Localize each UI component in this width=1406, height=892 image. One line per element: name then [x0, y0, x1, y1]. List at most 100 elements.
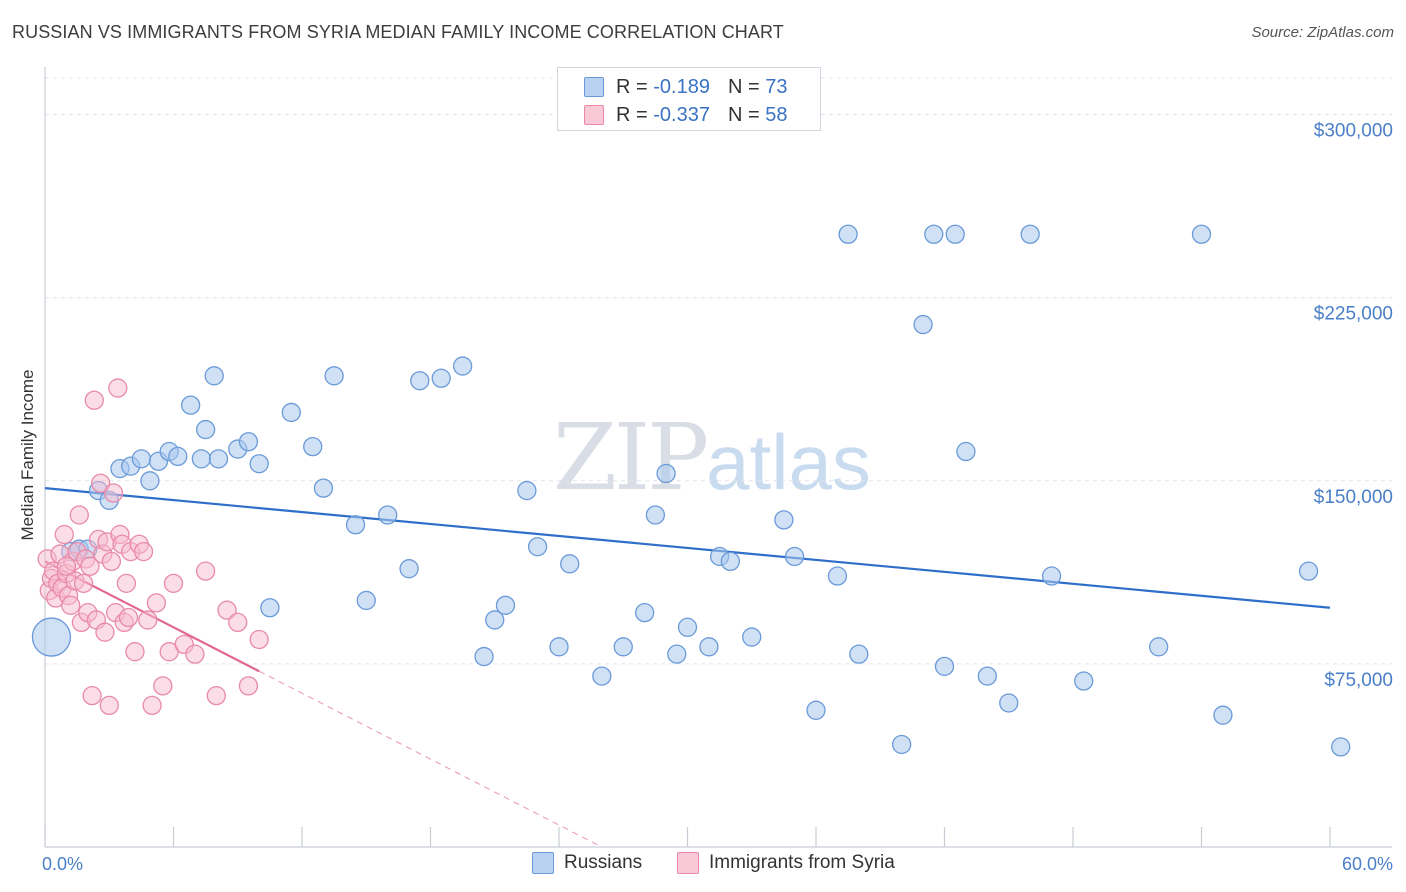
russians-point	[806, 700, 826, 720]
syria-point	[61, 595, 81, 615]
russians-point	[313, 478, 334, 498]
syria-point	[138, 610, 158, 630]
russians-point	[613, 637, 633, 657]
syria-point	[125, 642, 145, 662]
russians-point	[191, 449, 211, 469]
legend-row-syria: R = -0.337 N = 58	[558, 100, 787, 130]
legend-swatch-syria	[584, 105, 604, 125]
russians-point	[1020, 224, 1040, 244]
legend-n-value: 73	[765, 75, 788, 98]
russians-point	[720, 551, 740, 572]
russians-point	[892, 734, 912, 755]
y-tick-label: $75,000	[1324, 670, 1393, 691]
russians-point	[913, 314, 933, 335]
syria-point	[91, 473, 111, 493]
russians-trend-line	[44, 487, 1331, 609]
legend-n-value: 58	[765, 103, 788, 126]
russians-point	[208, 449, 229, 469]
legend-swatch-russians	[584, 77, 604, 97]
russians-point	[1041, 566, 1062, 586]
legend-r-value: -0.189	[653, 75, 710, 98]
russians-point	[742, 627, 762, 647]
syria-point	[84, 390, 104, 410]
russians-point	[699, 637, 719, 657]
russians-point	[549, 637, 569, 657]
russians-point	[934, 656, 955, 676]
chart-title: RUSSIAN VS IMMIGRANTS FROM SYRIA MEDIAN …	[12, 22, 784, 42]
russians-point	[195, 419, 216, 440]
russians-point	[378, 505, 398, 525]
russians-point	[645, 505, 666, 525]
russians-point	[410, 371, 430, 391]
legend-n-label: N =	[727, 75, 760, 98]
russians-point	[204, 366, 224, 386]
syria-point	[103, 483, 124, 503]
x-tick-label-min: 0.0%	[42, 854, 83, 874]
russians-point	[945, 224, 965, 244]
syria-point	[69, 505, 89, 525]
watermark-atlas: atlas	[706, 418, 871, 506]
y-tick-label: $150,000	[1314, 487, 1393, 508]
grid-lines	[45, 77, 1392, 665]
bottom-swatch-syria	[677, 852, 699, 874]
russians-point	[999, 693, 1019, 713]
syria-point	[95, 622, 115, 642]
syria-point	[54, 524, 74, 545]
russians-point	[1298, 561, 1319, 581]
syria-point	[118, 607, 139, 628]
russians-point	[677, 617, 698, 637]
syria-point	[228, 612, 248, 633]
russians-point	[474, 646, 494, 667]
russians-point	[495, 595, 516, 615]
syria-point	[153, 676, 173, 696]
axis-labels: $75,000 $150,000 $225,000 $300,000 0.0% 60.0%…	[18, 121, 1393, 874]
syria-point	[249, 629, 269, 650]
russians-point	[485, 610, 505, 630]
russians-point	[1331, 737, 1351, 757]
bottom-legend-russians-label: Russians	[564, 852, 643, 873]
legend-n-label: N =	[727, 103, 760, 126]
russians-point	[168, 446, 188, 467]
y-tick-label: $300,000	[1314, 121, 1393, 142]
russians-point	[527, 537, 548, 557]
russians-point	[838, 224, 858, 244]
russians-point	[180, 395, 201, 415]
syria-point	[146, 593, 167, 613]
y-tick-label: $225,000	[1314, 304, 1393, 325]
syria-trend-extension	[258, 670, 603, 848]
russians-point	[1191, 224, 1212, 244]
russians-point	[1074, 671, 1094, 691]
russians-point	[140, 471, 160, 491]
axes	[44, 67, 1392, 848]
syria-point	[238, 676, 259, 696]
syria-point	[142, 695, 162, 716]
russians-point	[131, 449, 152, 469]
russians-point	[635, 602, 655, 623]
russians-point	[517, 480, 537, 501]
bottom-swatch-russians	[532, 852, 554, 874]
russians-point	[31, 617, 72, 657]
y-axis-label: Median Family Income	[18, 369, 37, 540]
russians-point	[592, 666, 612, 686]
syria-point	[108, 378, 128, 398]
russians-point	[281, 402, 301, 423]
syria-points	[37, 378, 269, 716]
russians-point	[431, 368, 451, 388]
russians-point	[249, 454, 269, 474]
russians-point	[399, 559, 419, 579]
russians-point	[849, 644, 869, 664]
russians-point	[1213, 705, 1233, 725]
legend-r-label: R =	[616, 103, 648, 126]
syria-point	[185, 644, 205, 664]
syria-point	[217, 600, 237, 620]
russians-points	[31, 224, 1351, 757]
legend-r-value: -0.337	[653, 103, 710, 126]
russians-point	[345, 515, 366, 535]
syria-point	[73, 573, 94, 593]
legend-row-russians: R = -0.189 N = 73	[558, 72, 787, 102]
syria-point	[206, 685, 226, 706]
syria-point	[163, 573, 184, 593]
russians-point	[452, 356, 473, 376]
stats-legend: R = -0.189 N = 73 R = -0.337 N = 58	[557, 67, 821, 131]
